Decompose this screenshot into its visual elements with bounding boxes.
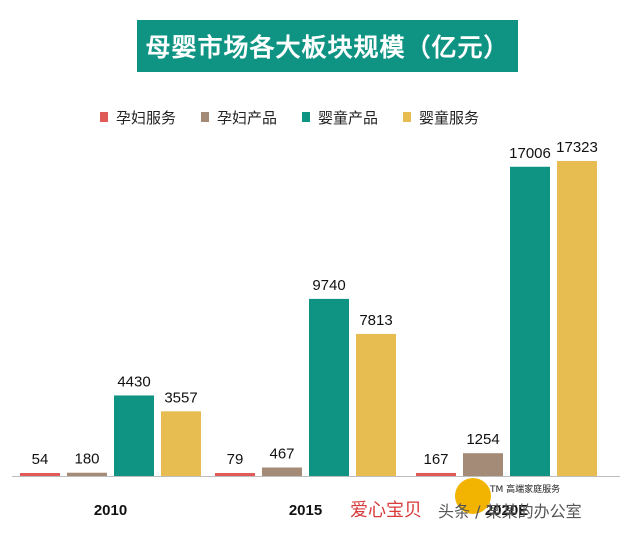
legend: 孕妇服务 孕妇产品 婴童产品 婴童服务 [100,106,504,128]
category-label: 2010 [94,502,127,519]
data-label: 17006 [509,145,551,162]
legend-label: 孕妇产品 [217,108,278,127]
bar-2015-3 [356,333,396,476]
data-label: 3557 [164,389,197,406]
legend-item-baby-products: 婴童产品 [302,107,378,128]
data-label: 7813 [359,312,392,329]
legend-label: 孕妇服务 [116,108,177,127]
legend-label: 婴童产品 [318,108,379,127]
bar-2015-1 [262,467,302,476]
bar-2020E-0 [416,472,456,476]
chart-title: 母婴市场各大板块规模（亿元） [137,20,518,72]
bar-2020E-2 [510,166,550,477]
watermark-badge-icon [455,478,491,514]
data-label: 54 [32,451,49,468]
bar-2010-3 [161,411,201,476]
data-label: 17323 [556,139,598,156]
bar-2010-1 [67,472,107,476]
category-label: 2020E [485,502,528,519]
watermark-brand: 爱心宝贝 [350,500,422,521]
data-label: 1254 [466,431,499,448]
data-label: 79 [227,451,244,468]
data-label: 4430 [117,373,150,390]
legend-swatch [100,112,108,122]
watermark-source: 头条 / 某某的办公室 [438,502,582,521]
bar-2020E-1 [463,453,503,476]
legend-swatch [403,112,412,122]
legend-swatch [201,112,210,122]
data-label: 180 [74,451,99,468]
bar-2015-2 [309,298,349,476]
data-label: 9740 [312,277,345,294]
bar-2015-0 [215,473,255,476]
bar-2010-2 [114,395,154,476]
data-label: 167 [423,451,448,468]
bar-2010-0 [20,473,60,476]
legend-label: 婴童服务 [419,108,480,127]
legend-item-maternal-services: 孕妇服务 [100,107,176,128]
watermark-subtitle: TM 高端家庭服务 [490,485,561,495]
bar-2020E-3 [557,161,597,476]
category-label: 2015 [289,502,322,519]
data-label: 467 [269,446,294,463]
legend-item-maternal-products: 孕妇产品 [201,107,277,128]
legend-item-baby-services: 婴童服务 [403,107,479,128]
legend-swatch [302,112,311,122]
